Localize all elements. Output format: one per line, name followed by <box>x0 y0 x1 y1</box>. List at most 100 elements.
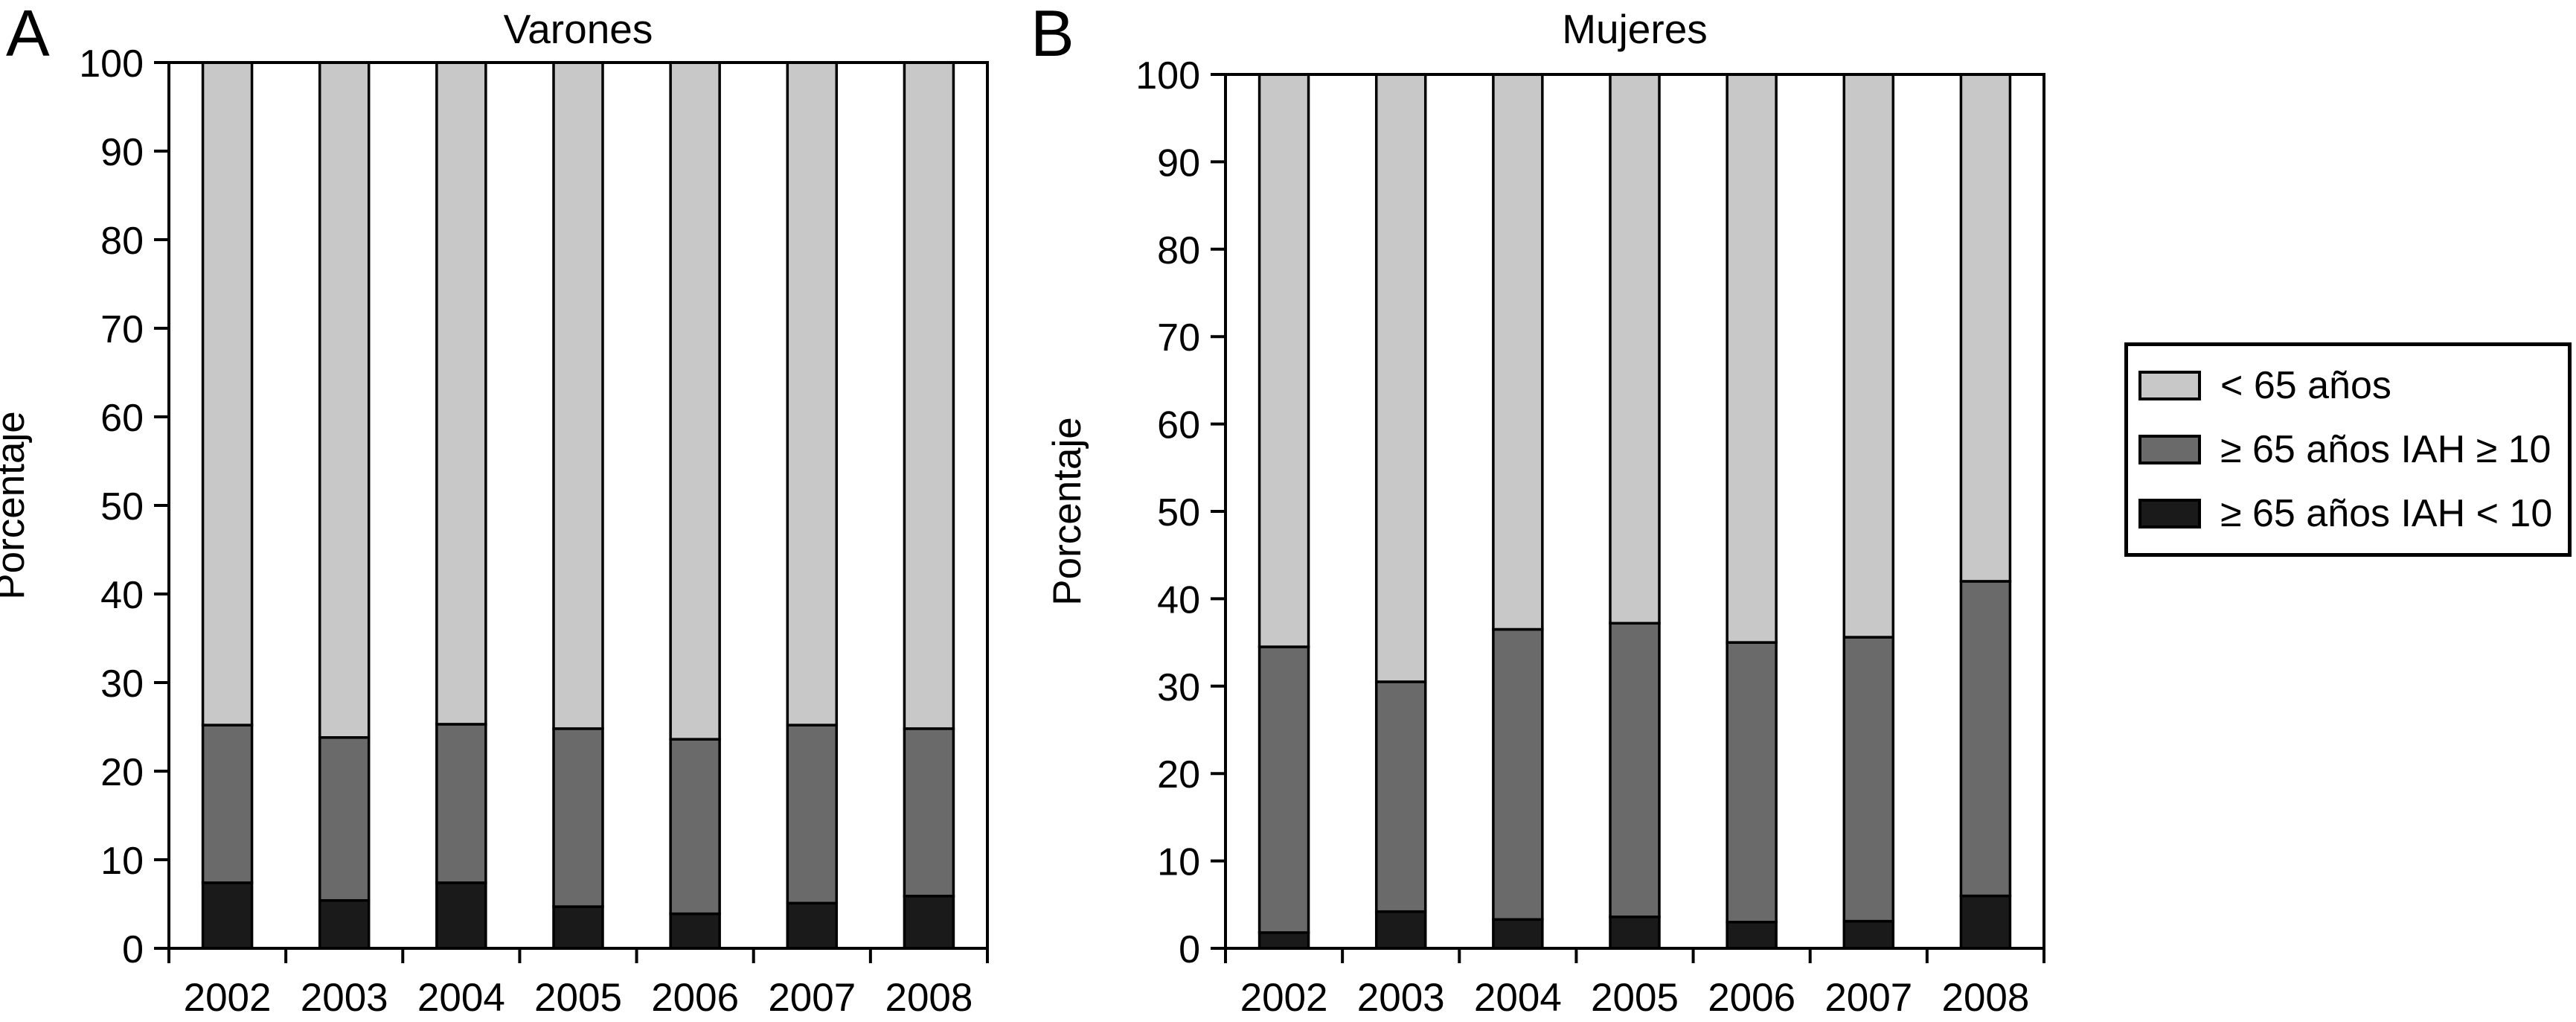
panel-label-B: B <box>1031 0 1074 70</box>
y-axis-tick-label: 0 <box>122 928 144 971</box>
legend-item-lt65: < 65 años <box>2138 366 2563 405</box>
legend-swatch-lt65-icon <box>2138 371 2201 400</box>
chart-varones: A Varones Porcentaje 0 10 20 30 40 50 60 70 80 90 100… <box>0 0 989 1020</box>
y-axis-tick-label: 70 <box>100 308 144 351</box>
bar-segment <box>435 61 487 726</box>
bar-segment <box>1609 915 1661 950</box>
y-axis-tick-label: 60 <box>100 397 144 440</box>
panel-label-A: A <box>6 0 50 70</box>
legend-item-ge65-iah-ge10: ≥ 65 años IAH ≥ 10 <box>2138 430 2563 469</box>
bar-segment <box>1842 919 1895 950</box>
bar-segment <box>1959 894 2012 950</box>
bar-2002 <box>1257 73 1310 950</box>
y-axis-tick-label: 70 <box>1157 316 1200 360</box>
bar-segment <box>1842 636 1895 923</box>
y-axis-tick-label: 40 <box>100 574 144 617</box>
bar-segment <box>552 61 604 730</box>
x-axis-tick-label: 2003 <box>1357 976 1445 1020</box>
x-axis-tick-label: 2006 <box>651 976 739 1020</box>
bar-segment <box>552 727 604 908</box>
bar-2004 <box>435 61 487 950</box>
y-axis-tick-label: 40 <box>1157 578 1200 622</box>
chart-title: Mujeres <box>1562 6 1708 52</box>
x-axis-tick-label: 2003 <box>301 976 388 1020</box>
bar-segment <box>318 898 371 950</box>
x-axis-tick-label: 2006 <box>1708 976 1795 1020</box>
bar-segment <box>1374 910 1427 950</box>
bar-segment <box>1374 73 1427 683</box>
bar-segment <box>1257 931 1310 950</box>
bar-segment <box>435 723 487 884</box>
y-axis-tick-label: 30 <box>1157 666 1200 709</box>
x-axis-tick-label: 2004 <box>1474 976 1562 1020</box>
bar-segment <box>1726 921 1778 950</box>
bar-segment <box>1257 645 1310 934</box>
y-axis-tick-label: 90 <box>100 131 144 174</box>
x-axis-tick-label: 2004 <box>417 976 505 1020</box>
bar-segment <box>201 61 254 726</box>
bar-2004 <box>1492 73 1544 950</box>
bar-segment <box>1492 627 1544 922</box>
x-axis-tick-label: 2008 <box>885 976 973 1020</box>
bar-segment <box>903 727 955 898</box>
y-axis-tick-label: 50 <box>100 485 144 528</box>
legend-label-lt65: < 65 años <box>2220 364 2391 407</box>
bar-segment <box>786 901 839 950</box>
y-axis-tick-label: 0 <box>1179 928 1200 971</box>
y-axis-tick-label: 80 <box>1157 229 1200 272</box>
bar-segment <box>669 61 721 741</box>
bar-2008 <box>903 61 955 950</box>
bar-2006 <box>669 61 721 950</box>
bar-segment <box>1374 680 1427 913</box>
x-axis-tick-label: 2007 <box>768 976 856 1020</box>
bar-segment <box>669 912 721 950</box>
x-axis-tick-label: 2007 <box>1824 976 1912 1020</box>
bar-segment <box>786 724 839 905</box>
y-axis-tick-label: 100 <box>79 42 144 86</box>
bar-segment <box>1726 73 1778 644</box>
bar-2007 <box>786 61 839 950</box>
y-axis-tick-label: 90 <box>1157 141 1200 185</box>
x-axis-tick-label: 2008 <box>1941 976 2029 1020</box>
bar-segment <box>435 881 487 950</box>
bar-segment <box>552 905 604 950</box>
chart-title: Varones <box>504 6 653 52</box>
bar-segment <box>1609 73 1661 625</box>
bar-2005 <box>1609 73 1661 950</box>
y-axis-tick-label: 10 <box>1157 841 1200 884</box>
legend-label-ge65-iah-lt10: ≥ 65 años IAH < 10 <box>2220 492 2553 535</box>
y-axis-title: Porcentaje <box>1045 417 1089 605</box>
bar-segment <box>1257 73 1310 648</box>
x-axis-tick-label: 2002 <box>184 976 272 1020</box>
bar-segment <box>903 61 955 730</box>
legend-label-ge65-iah-ge10: ≥ 65 años IAH ≥ 10 <box>2220 428 2551 471</box>
legend-swatch-ge65-iah-lt10-icon <box>2138 499 2201 528</box>
bar-segment <box>786 61 839 726</box>
y-axis-tick-label: 50 <box>1157 491 1200 534</box>
bar-segment <box>318 736 371 902</box>
bar-segment <box>201 724 254 884</box>
bar-2008 <box>1959 73 2012 950</box>
y-axis-title: Porcentaje <box>0 411 33 599</box>
legend: < 65 años ≥ 65 años IAH ≥ 10 ≥ 65 años I… <box>2124 342 2572 557</box>
bar-segment <box>669 738 721 916</box>
y-axis-tick-label: 100 <box>1135 54 1200 98</box>
y-axis-tick-label: 20 <box>100 751 144 794</box>
bar-segment <box>1492 918 1544 950</box>
legend-item-ge65-iah-lt10: ≥ 65 años IAH < 10 <box>2138 494 2563 533</box>
bar-segment <box>1492 73 1544 631</box>
bar-2002 <box>201 61 254 950</box>
bar-segment <box>903 895 955 950</box>
bar-segment <box>1609 622 1661 919</box>
bar-segment <box>318 61 371 739</box>
bar-2005 <box>552 61 604 950</box>
y-axis-tick-label: 10 <box>100 840 144 883</box>
x-axis-tick-label: 2002 <box>1240 976 1328 1020</box>
chart-mujeres: B Mujeres Porcentaje 0 10 20 30 40 50 60 70 80 90 100… <box>1031 0 2045 1020</box>
bar-segment <box>1959 580 2012 898</box>
y-axis-tick-label: 60 <box>1157 404 1200 447</box>
bar-segment <box>201 881 254 950</box>
bar-2006 <box>1726 73 1778 950</box>
x-axis-tick-label: 2005 <box>534 976 622 1020</box>
